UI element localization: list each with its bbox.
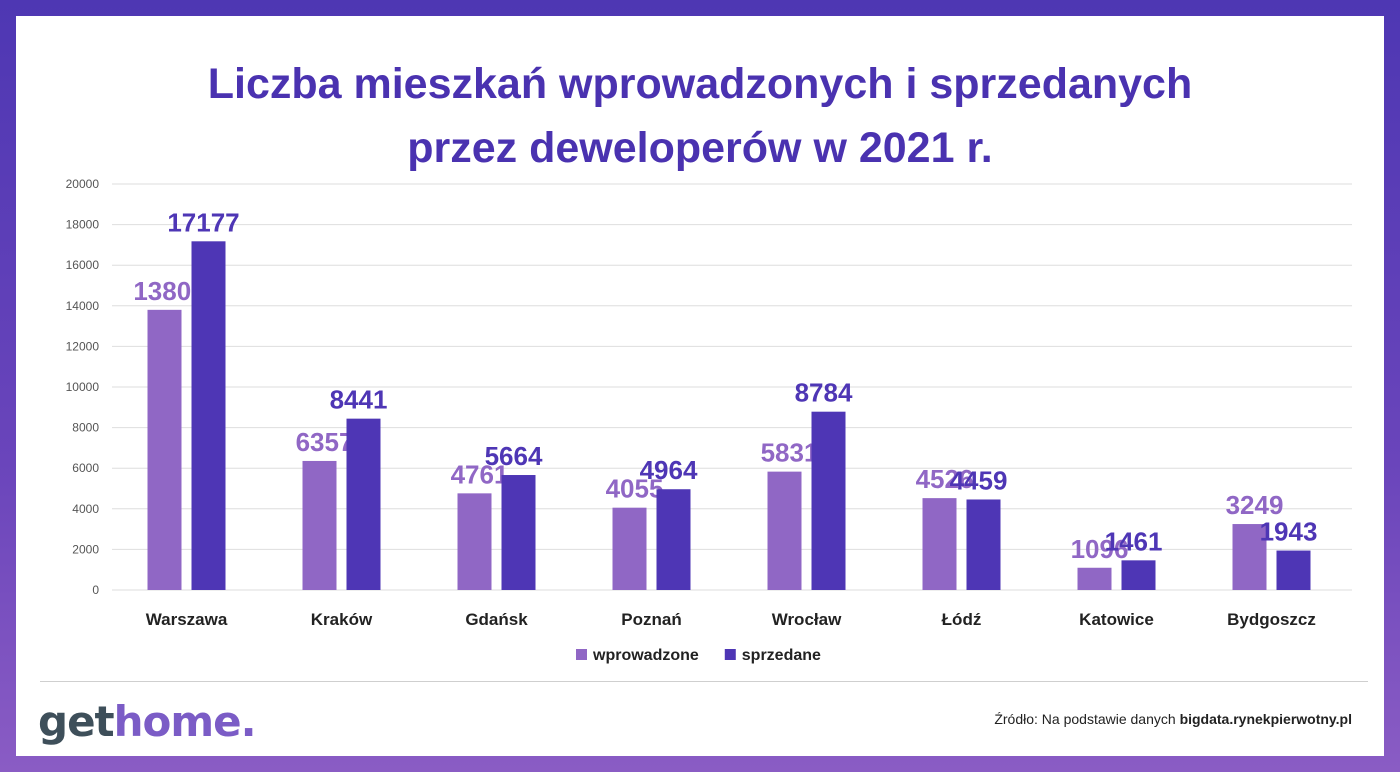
bar-sprzedane	[811, 411, 846, 590]
footer-divider	[40, 681, 1368, 682]
bar-sprzedane	[966, 499, 1001, 590]
x-tick-label: Katowice	[1079, 610, 1154, 629]
y-tick-label: 18000	[66, 218, 100, 232]
bar-wprowadzone	[302, 460, 337, 590]
y-tick-label: 12000	[66, 339, 100, 353]
data-label-wprowadzone: 4761	[451, 459, 509, 489]
bar-sprzedane	[191, 241, 226, 591]
bar-wprowadzone	[922, 498, 957, 590]
bar-wprowadzone	[1232, 524, 1267, 590]
data-label-sprzedane: 8784	[795, 378, 853, 408]
bar-sprzedane	[1276, 550, 1311, 590]
y-tick-label: 2000	[72, 542, 99, 556]
y-tick-label: 6000	[72, 461, 99, 475]
x-tick-label: Kraków	[311, 610, 373, 629]
bar-wprowadzone	[612, 507, 647, 590]
x-tick-label: Łódź	[942, 610, 982, 629]
y-tick-label: 8000	[72, 421, 99, 435]
legend-label-sprzedane: sprzedane	[742, 647, 821, 664]
data-label-sprzedane: 1943	[1260, 517, 1318, 547]
bar-sprzedane	[346, 418, 381, 590]
data-label-wprowadzone: 4055	[606, 474, 664, 504]
legend-swatch-wprowadzone	[576, 649, 587, 660]
data-label-sprzedane: 17177	[167, 207, 239, 237]
data-label-sprzedane: 4459	[950, 465, 1008, 495]
data-label-sprzedane: 1461	[1105, 526, 1163, 556]
data-label-sprzedane: 8441	[330, 385, 388, 415]
logo-get: get	[38, 697, 115, 746]
source-prefix: Źródło: Na podstawie danych	[994, 711, 1180, 727]
x-tick-label: Poznań	[621, 610, 681, 629]
y-tick-label: 4000	[72, 502, 99, 516]
x-tick-label: Bydgoszcz	[1227, 610, 1316, 629]
y-tick-label: 16000	[66, 258, 100, 272]
data-label-sprzedane: 5664	[485, 441, 543, 471]
bar-wprowadzone	[1077, 567, 1112, 590]
bar-sprzedane	[501, 475, 536, 590]
chart-title-line1: Liczba mieszkań wprowadzonych i sprzedan…	[207, 60, 1193, 108]
data-label-wprowadzone: 1096	[1071, 534, 1129, 564]
bar-sprzedane	[1121, 560, 1156, 590]
bar-sprzedane	[656, 489, 691, 590]
chart-title: Liczba mieszkań wprowadzonych i sprzedan…	[16, 52, 1384, 180]
y-tick-label: 0	[92, 583, 99, 597]
data-label-wprowadzone: 3249	[1226, 490, 1284, 520]
data-label-wprowadzone: 5831	[761, 438, 819, 468]
chart-card: Liczba mieszkań wprowadzonych i sprzedan…	[16, 16, 1384, 756]
data-label-wprowadzone: 4526	[916, 464, 974, 494]
bar-wprowadzone	[767, 471, 802, 590]
x-tick-label: Wrocław	[772, 610, 842, 629]
bar-wprowadzone	[457, 493, 492, 590]
data-label-sprzedane: 4964	[640, 455, 698, 485]
bar-wprowadzone	[147, 309, 182, 590]
x-tick-label: Gdańsk	[465, 610, 528, 629]
y-tick-label: 10000	[66, 380, 100, 394]
bar-chart: 0 2000 4000 6000 8000 10000 12000 14000 16000 180…	[66, 177, 1352, 664]
gethome-logo: gethome.	[38, 694, 257, 750]
legend-swatch-sprzedane	[724, 649, 736, 660]
source-link[interactable]: bigdata.rynekpierwotny.pl	[1179, 711, 1352, 727]
x-tick-label: Warszawa	[146, 610, 228, 629]
data-label-wprowadzone: 6357	[296, 427, 354, 457]
legend-label-wprowadzone: wprowadzone	[592, 647, 699, 664]
logo-home: home.	[113, 697, 257, 746]
y-tick-label: 14000	[66, 299, 100, 313]
y-tick-label: 20000	[66, 177, 100, 191]
source-note: Źródło: Na podstawie danych bigdata.ryne…	[994, 710, 1352, 728]
chart-title-line2: przez deweloperów w 2021 r.	[407, 124, 993, 172]
